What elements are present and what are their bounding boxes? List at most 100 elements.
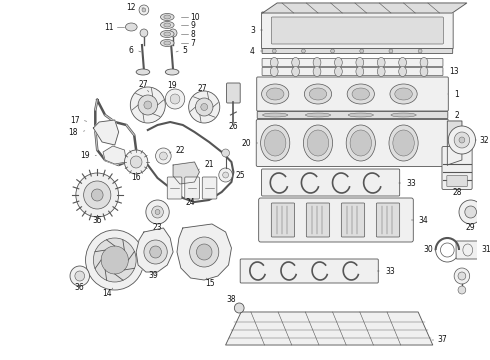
Text: 28: 28	[452, 188, 462, 197]
Ellipse shape	[136, 69, 150, 75]
Ellipse shape	[160, 40, 174, 46]
Text: 16: 16	[131, 172, 141, 181]
Circle shape	[454, 132, 470, 148]
Circle shape	[196, 244, 212, 260]
Ellipse shape	[356, 58, 364, 68]
FancyBboxPatch shape	[262, 169, 400, 196]
Polygon shape	[225, 312, 433, 345]
Ellipse shape	[395, 88, 412, 100]
Circle shape	[152, 206, 163, 218]
Ellipse shape	[304, 84, 332, 104]
Text: 5: 5	[183, 45, 188, 54]
Circle shape	[150, 246, 161, 258]
Ellipse shape	[164, 15, 171, 19]
Circle shape	[201, 104, 208, 111]
FancyBboxPatch shape	[240, 259, 378, 283]
FancyBboxPatch shape	[442, 147, 472, 189]
Ellipse shape	[391, 113, 416, 117]
Text: 38: 38	[227, 296, 236, 305]
Circle shape	[94, 238, 136, 282]
Circle shape	[159, 152, 167, 160]
Ellipse shape	[270, 67, 278, 77]
Text: 19: 19	[167, 81, 177, 90]
Ellipse shape	[292, 67, 299, 77]
FancyBboxPatch shape	[271, 203, 294, 237]
Ellipse shape	[261, 125, 290, 161]
Circle shape	[86, 230, 144, 290]
Text: 8: 8	[191, 30, 196, 39]
Text: 24: 24	[186, 198, 196, 207]
Polygon shape	[103, 146, 126, 164]
Text: 39: 39	[149, 271, 159, 280]
Circle shape	[101, 246, 128, 274]
Ellipse shape	[165, 69, 179, 75]
Ellipse shape	[313, 58, 321, 68]
Ellipse shape	[164, 41, 171, 45]
Circle shape	[301, 49, 305, 53]
Ellipse shape	[399, 67, 407, 77]
FancyBboxPatch shape	[376, 203, 400, 237]
Text: 19: 19	[80, 150, 90, 159]
Circle shape	[190, 237, 219, 267]
Ellipse shape	[335, 67, 343, 77]
Text: 36: 36	[75, 284, 85, 292]
FancyBboxPatch shape	[262, 59, 443, 67]
Text: 30: 30	[423, 246, 433, 255]
Ellipse shape	[305, 113, 331, 117]
Circle shape	[219, 168, 232, 182]
FancyBboxPatch shape	[271, 17, 443, 44]
Ellipse shape	[160, 31, 174, 37]
Circle shape	[448, 126, 475, 154]
Circle shape	[458, 286, 466, 294]
Text: 27: 27	[197, 84, 207, 93]
Ellipse shape	[389, 125, 418, 161]
Circle shape	[75, 271, 85, 281]
Text: 9: 9	[191, 21, 196, 30]
Polygon shape	[94, 120, 119, 145]
Circle shape	[76, 173, 119, 217]
Ellipse shape	[346, 125, 375, 161]
Text: 17: 17	[70, 116, 80, 125]
Circle shape	[84, 181, 111, 209]
FancyBboxPatch shape	[256, 120, 449, 166]
Text: 23: 23	[153, 222, 162, 231]
Ellipse shape	[160, 13, 174, 21]
Circle shape	[142, 8, 146, 12]
FancyBboxPatch shape	[447, 176, 467, 186]
Circle shape	[144, 240, 167, 264]
Text: 15: 15	[205, 279, 215, 288]
Circle shape	[140, 29, 148, 37]
Circle shape	[234, 303, 244, 313]
Text: 32: 32	[479, 135, 489, 144]
Ellipse shape	[265, 130, 286, 156]
Circle shape	[418, 49, 422, 53]
Circle shape	[146, 200, 169, 224]
Ellipse shape	[348, 113, 373, 117]
Text: 25: 25	[235, 171, 245, 180]
Circle shape	[155, 210, 160, 215]
Ellipse shape	[292, 58, 299, 68]
Circle shape	[221, 149, 229, 157]
Text: 7: 7	[191, 39, 196, 48]
Text: 34: 34	[418, 216, 428, 225]
Ellipse shape	[347, 84, 374, 104]
Ellipse shape	[309, 88, 327, 100]
Circle shape	[130, 87, 165, 123]
Circle shape	[331, 49, 335, 53]
Polygon shape	[136, 228, 173, 272]
FancyBboxPatch shape	[185, 177, 199, 199]
FancyBboxPatch shape	[257, 77, 448, 111]
Circle shape	[165, 89, 185, 109]
Ellipse shape	[270, 58, 278, 68]
Ellipse shape	[262, 84, 289, 104]
Text: 22: 22	[175, 145, 185, 154]
Text: 33: 33	[385, 266, 395, 275]
Circle shape	[458, 272, 466, 280]
Circle shape	[169, 29, 177, 37]
Circle shape	[272, 49, 276, 53]
Polygon shape	[177, 224, 231, 280]
FancyBboxPatch shape	[226, 83, 240, 103]
Polygon shape	[173, 162, 199, 184]
Text: 27: 27	[138, 80, 148, 89]
Ellipse shape	[303, 125, 333, 161]
